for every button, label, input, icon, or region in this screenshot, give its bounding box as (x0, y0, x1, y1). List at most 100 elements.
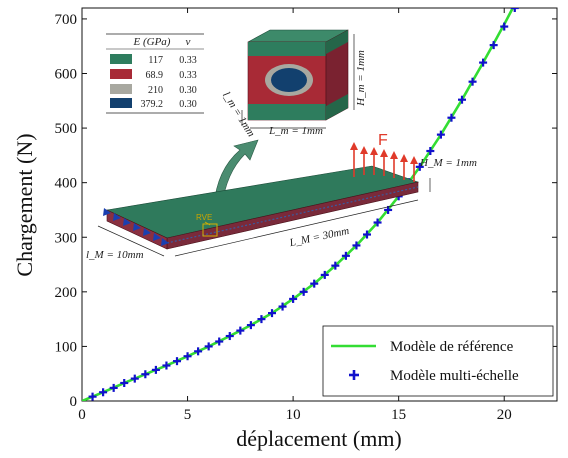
table-cell-e: 117 (148, 55, 163, 66)
table-cell-e: 379.2 (141, 99, 164, 110)
data-point-multiscale (257, 315, 266, 324)
data-point-multiscale (500, 22, 509, 31)
table-cell-nu: 0.33 (179, 70, 197, 81)
material-swatch (110, 54, 132, 64)
force-arrows (350, 142, 418, 182)
rve-height-label: H_m = 1mm (355, 50, 367, 107)
plot-frame (81, 7, 558, 402)
data-point-multiscale (373, 218, 382, 227)
data-point-multiscale (204, 342, 213, 351)
data-point-multiscale (426, 147, 435, 156)
table-cell-nu: 0.33 (179, 55, 197, 66)
data-point-multiscale (352, 241, 361, 250)
x-tick-label: 0 (78, 407, 86, 423)
y-axis-title: Chargement (N) (12, 133, 37, 276)
data-point-multiscale (458, 95, 466, 104)
data-point-multiscale (99, 388, 108, 397)
material-swatch (110, 98, 132, 108)
material-swatch (110, 69, 132, 79)
data-point-multiscale (299, 287, 308, 296)
plate-length-line (174, 199, 419, 257)
data-point-multiscale (109, 383, 118, 392)
data-point-multiscale (246, 321, 255, 330)
x-axis-title: déplacement (mm) (236, 426, 402, 451)
data-point-multiscale (341, 251, 350, 260)
zoom-arrow (213, 139, 259, 207)
y-tick-label: 100 (55, 339, 78, 355)
data-point-multiscale (215, 337, 224, 346)
data-point-multiscale (289, 294, 298, 303)
data-point-multiscale (384, 205, 393, 214)
rve-marker (202, 223, 218, 237)
plate-height-label: H_M = 1mm (419, 157, 477, 169)
rve-side-bottom-layer (326, 94, 348, 120)
y-tick-label: 300 (55, 230, 78, 246)
table-header-e: E (GPa) (133, 36, 171, 48)
data-point-multiscale (479, 58, 488, 67)
y-tick-label: 600 (55, 67, 78, 83)
rve-label: RVE (196, 213, 212, 222)
data-point-multiscale (436, 130, 445, 139)
y-tick-label: 400 (55, 176, 78, 192)
data-point-multiscale (278, 302, 287, 311)
data-point-multiscale (268, 309, 276, 318)
x-tick-label: 10 (286, 407, 301, 423)
plate-width-line (97, 225, 165, 257)
data-point-multiscale (88, 392, 97, 401)
legend-label-reference: Modèle de référence (390, 339, 514, 355)
plate-width-label: l_M = 10mm (86, 249, 144, 261)
data-point-multiscale (130, 374, 139, 383)
table-cell-e: 68.9 (146, 70, 164, 81)
data-point-multiscale (468, 77, 477, 86)
table-cell-e: 210 (148, 85, 163, 96)
y-tick-label: 700 (55, 12, 78, 28)
material-table: E (GPa) ν 117 0.33 68.9 0.33 210 0.30 37… (106, 33, 204, 114)
composite-plate: RVE F (86, 132, 477, 261)
rve-cube: H_m = 1mm L_m = 1mm l_m = 1mm (220, 29, 367, 139)
material-swatch (110, 84, 132, 94)
data-point-multiscale (320, 270, 329, 279)
data-point-multiscale (162, 361, 171, 370)
data-point-multiscale (236, 326, 245, 335)
rve-length-label: L_m = 1mm (268, 125, 323, 137)
plate-length-label: L_M = 30mm (288, 225, 351, 250)
data-point-multiscale (331, 261, 340, 270)
data-point-multiscale (489, 41, 498, 50)
data-point-multiscale (310, 279, 319, 288)
rve-front-bottom-layer (248, 104, 326, 120)
force-label: F (378, 132, 388, 149)
rve-side-top-layer (326, 30, 348, 54)
data-point-multiscale (415, 162, 424, 171)
series-layer (82, 8, 519, 401)
y-tick-label: 200 (55, 285, 78, 301)
data-point-multiscale (447, 113, 456, 122)
legend-marker-swatch (349, 370, 359, 380)
data-point-multiscale (120, 378, 129, 387)
data-point-multiscale (510, 8, 519, 12)
rve-pointer (204, 221, 211, 226)
y-tick-label: 500 (55, 121, 78, 137)
chart-legend: Modèle de référence Modèle multi-échelle (322, 325, 554, 397)
data-point-multiscale (151, 365, 160, 374)
data-point-multiscale (225, 332, 234, 341)
y-tick-label: 0 (70, 394, 78, 410)
clamped-supports (103, 208, 169, 246)
x-tick-label: 20 (497, 407, 512, 423)
rve-front-top-layer (248, 42, 326, 56)
table-cell-nu: 0.30 (179, 85, 197, 96)
data-point-multiscale (141, 370, 150, 379)
data-point-multiscale (173, 357, 181, 366)
data-point-multiscale (183, 352, 192, 361)
x-tick-label: 15 (391, 407, 406, 423)
legend-label-multiscale: Modèle multi-échelle (390, 368, 519, 384)
table-cell-nu: 0.30 (179, 99, 197, 110)
x-tick-label: 5 (184, 407, 192, 423)
data-point-multiscale (363, 230, 371, 239)
table-header-nu: ν (186, 36, 191, 48)
plate-fiber-layer (166, 186, 419, 244)
legend-box (322, 325, 554, 397)
data-point-multiscale (194, 347, 203, 356)
rve-fiber (271, 68, 307, 92)
